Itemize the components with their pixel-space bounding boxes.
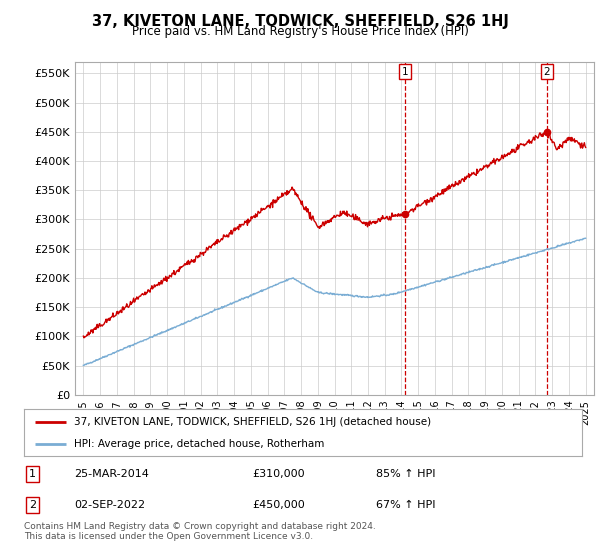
Text: 67% ↑ HPI: 67% ↑ HPI (376, 500, 435, 510)
Text: Contains HM Land Registry data © Crown copyright and database right 2024.
This d: Contains HM Land Registry data © Crown c… (24, 522, 376, 542)
Text: 25-MAR-2014: 25-MAR-2014 (74, 469, 149, 479)
Text: 02-SEP-2022: 02-SEP-2022 (74, 500, 145, 510)
Text: 2: 2 (544, 67, 550, 77)
Text: 37, KIVETON LANE, TODWICK, SHEFFIELD, S26 1HJ: 37, KIVETON LANE, TODWICK, SHEFFIELD, S2… (92, 14, 508, 29)
Text: HPI: Average price, detached house, Rotherham: HPI: Average price, detached house, Roth… (74, 438, 325, 449)
Text: 1: 1 (402, 67, 409, 77)
Text: Price paid vs. HM Land Registry's House Price Index (HPI): Price paid vs. HM Land Registry's House … (131, 25, 469, 38)
Text: £450,000: £450,000 (253, 500, 305, 510)
Text: £310,000: £310,000 (253, 469, 305, 479)
Text: 37, KIVETON LANE, TODWICK, SHEFFIELD, S26 1HJ (detached house): 37, KIVETON LANE, TODWICK, SHEFFIELD, S2… (74, 417, 431, 427)
Text: 85% ↑ HPI: 85% ↑ HPI (376, 469, 435, 479)
Text: 2: 2 (29, 500, 36, 510)
Text: 1: 1 (29, 469, 36, 479)
